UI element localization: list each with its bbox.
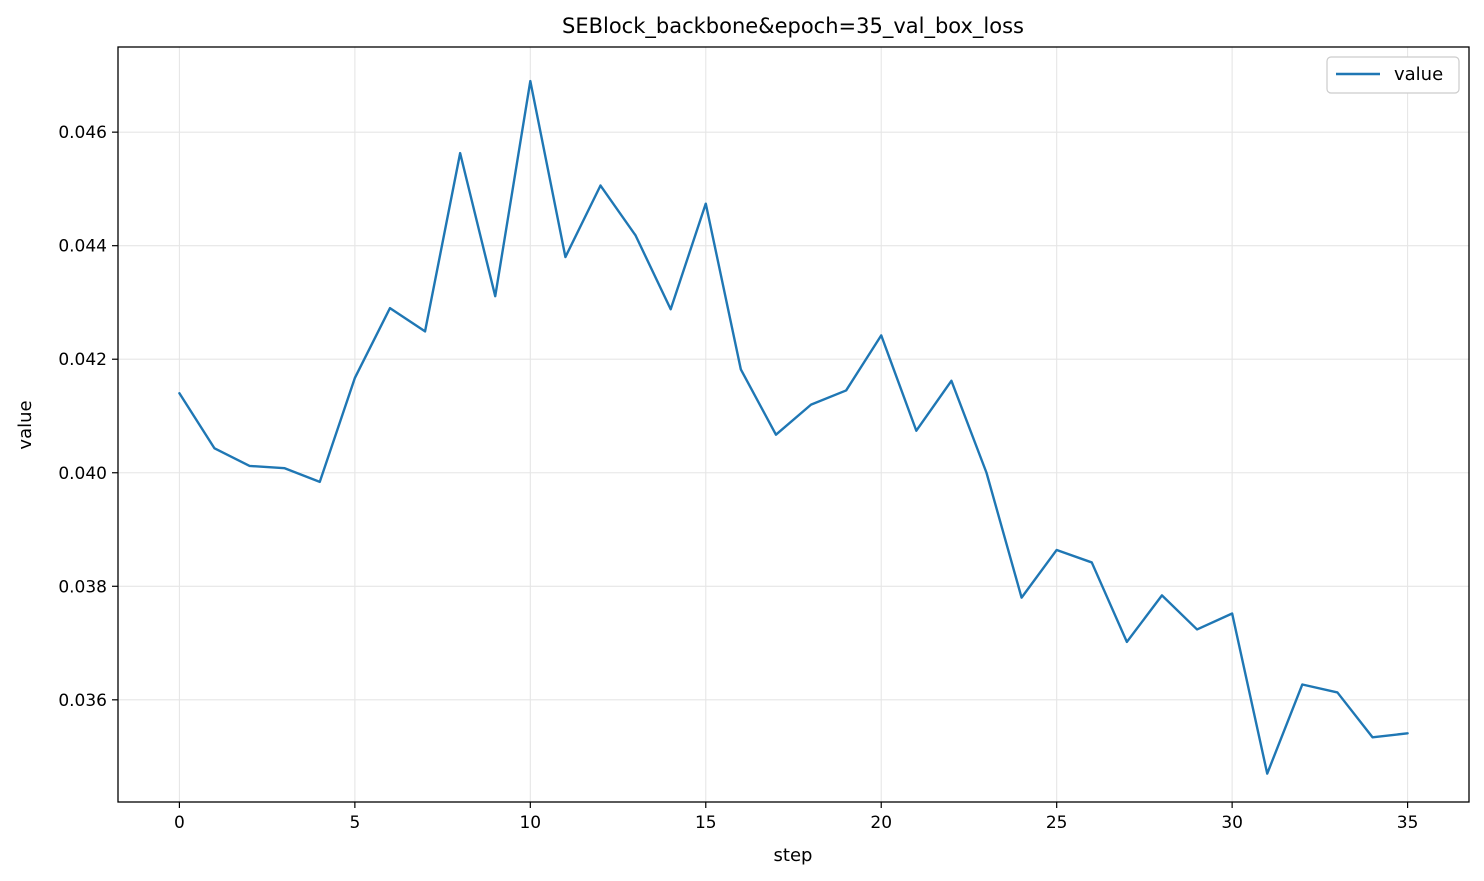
y-tick-label: 0.036: [58, 691, 107, 711]
x-axis-ticks: 0 5 10 15 20 25 30 35: [174, 802, 1418, 833]
legend: value: [1326, 56, 1460, 94]
x-axis-title: step: [774, 845, 813, 866]
series-layer: [178, 79, 1409, 775]
y-axis-title: value: [15, 400, 36, 449]
legend-box: [1326, 56, 1460, 94]
x-tick-label: 20: [870, 813, 892, 833]
y-tick-label: 0.040: [58, 464, 107, 484]
plot-frame: [117, 46, 1470, 803]
grid: [118, 47, 1469, 802]
x-tick-label: 25: [1046, 813, 1068, 833]
x-tick-label: 15: [695, 813, 717, 833]
x-tick-label: 5: [349, 813, 360, 833]
chart-title: SEBlock_backbone&epoch=35_val_box_loss: [562, 14, 1024, 39]
series-line-value: [178, 79, 1409, 775]
y-axis-ticks: 0.036 0.038 0.040 0.042 0.044 0.046: [58, 123, 118, 711]
x-tick-label: 35: [1397, 813, 1419, 833]
x-tick-label: 30: [1221, 813, 1243, 833]
legend-label: value: [1394, 64, 1443, 85]
y-tick-label: 0.044: [58, 237, 107, 257]
y-tick-label: 0.038: [58, 577, 107, 597]
x-tick-label: 0: [174, 813, 185, 833]
y-tick-label: 0.042: [58, 350, 107, 370]
x-tick-label: 10: [519, 813, 541, 833]
y-tick-label: 0.046: [58, 123, 107, 143]
